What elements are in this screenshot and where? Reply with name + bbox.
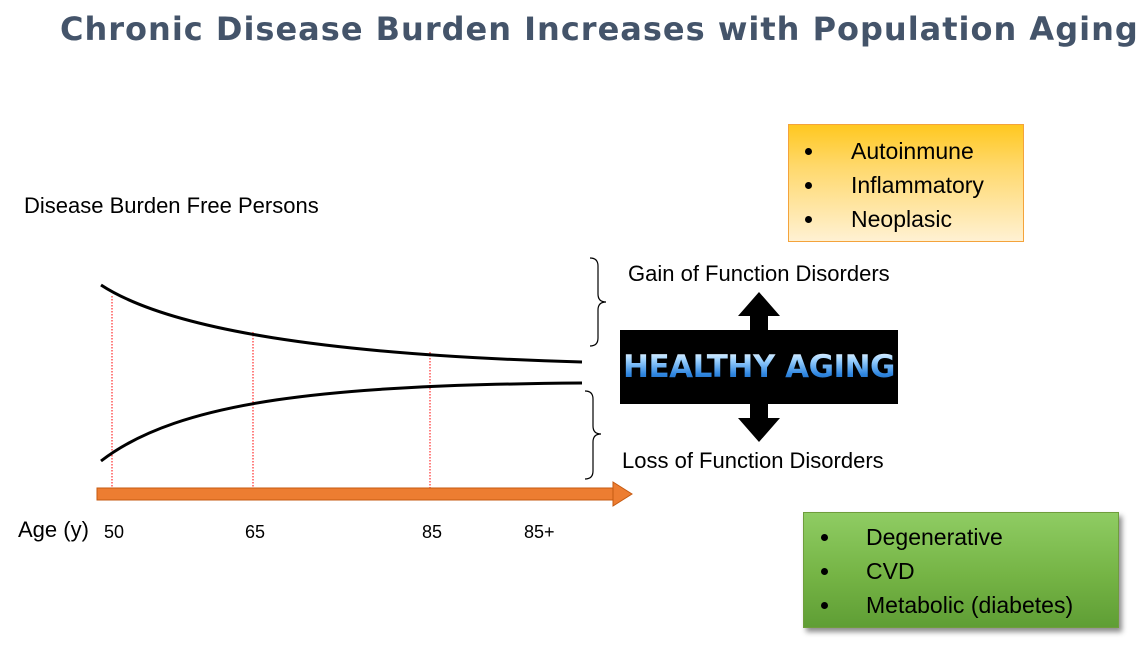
page-title: Chronic Disease Burden Increases with Po…: [60, 10, 1139, 48]
healthy-aging-box: HEALTHY AGING: [620, 330, 898, 404]
loss-disorders-box: Degenerative CVD Metabolic (diabetes): [803, 512, 1119, 628]
bullet-icon: [821, 568, 828, 575]
gain-brace: [589, 257, 607, 347]
loss-of-function-label: Loss of Function Disorders: [622, 448, 884, 473]
bullet-icon: [821, 534, 828, 541]
lower-curve: [100, 381, 583, 463]
list-item: Metabolic (diabetes): [821, 588, 1118, 622]
upper-curve: [100, 283, 583, 364]
age-tick-65: 65: [245, 522, 266, 542]
list-item: Autoinmune: [805, 134, 1023, 168]
bullet-icon: [805, 148, 812, 155]
up-arrow-icon: [738, 292, 780, 331]
list-item: Inflammatory: [805, 168, 1023, 202]
bullet-icon: [805, 216, 812, 223]
list-item: Degenerative: [821, 520, 1118, 554]
loss-brace: [584, 390, 602, 480]
healthy-aging-text: HEALTHY AGING: [623, 349, 895, 385]
list-item: Neoplasic: [805, 202, 1023, 236]
age-axis-label: Age (y): [18, 517, 89, 542]
age-axis-arrow: [96, 481, 633, 507]
age-tick-85: 85: [422, 522, 443, 542]
disease-free-label: Disease Burden Free Persons: [24, 193, 319, 218]
age-tick-85-plus: 85+: [524, 522, 555, 542]
list-item: CVD: [821, 554, 1118, 588]
bullet-icon: [805, 182, 812, 189]
bullet-icon: [821, 602, 828, 609]
gain-of-function-label: Gain of Function Disorders: [628, 261, 890, 286]
gain-disorders-box: Autoinmune Inflammatory Neoplasic: [788, 124, 1024, 242]
age-tick-50: 50: [104, 522, 125, 542]
down-arrow-icon: [738, 403, 780, 442]
